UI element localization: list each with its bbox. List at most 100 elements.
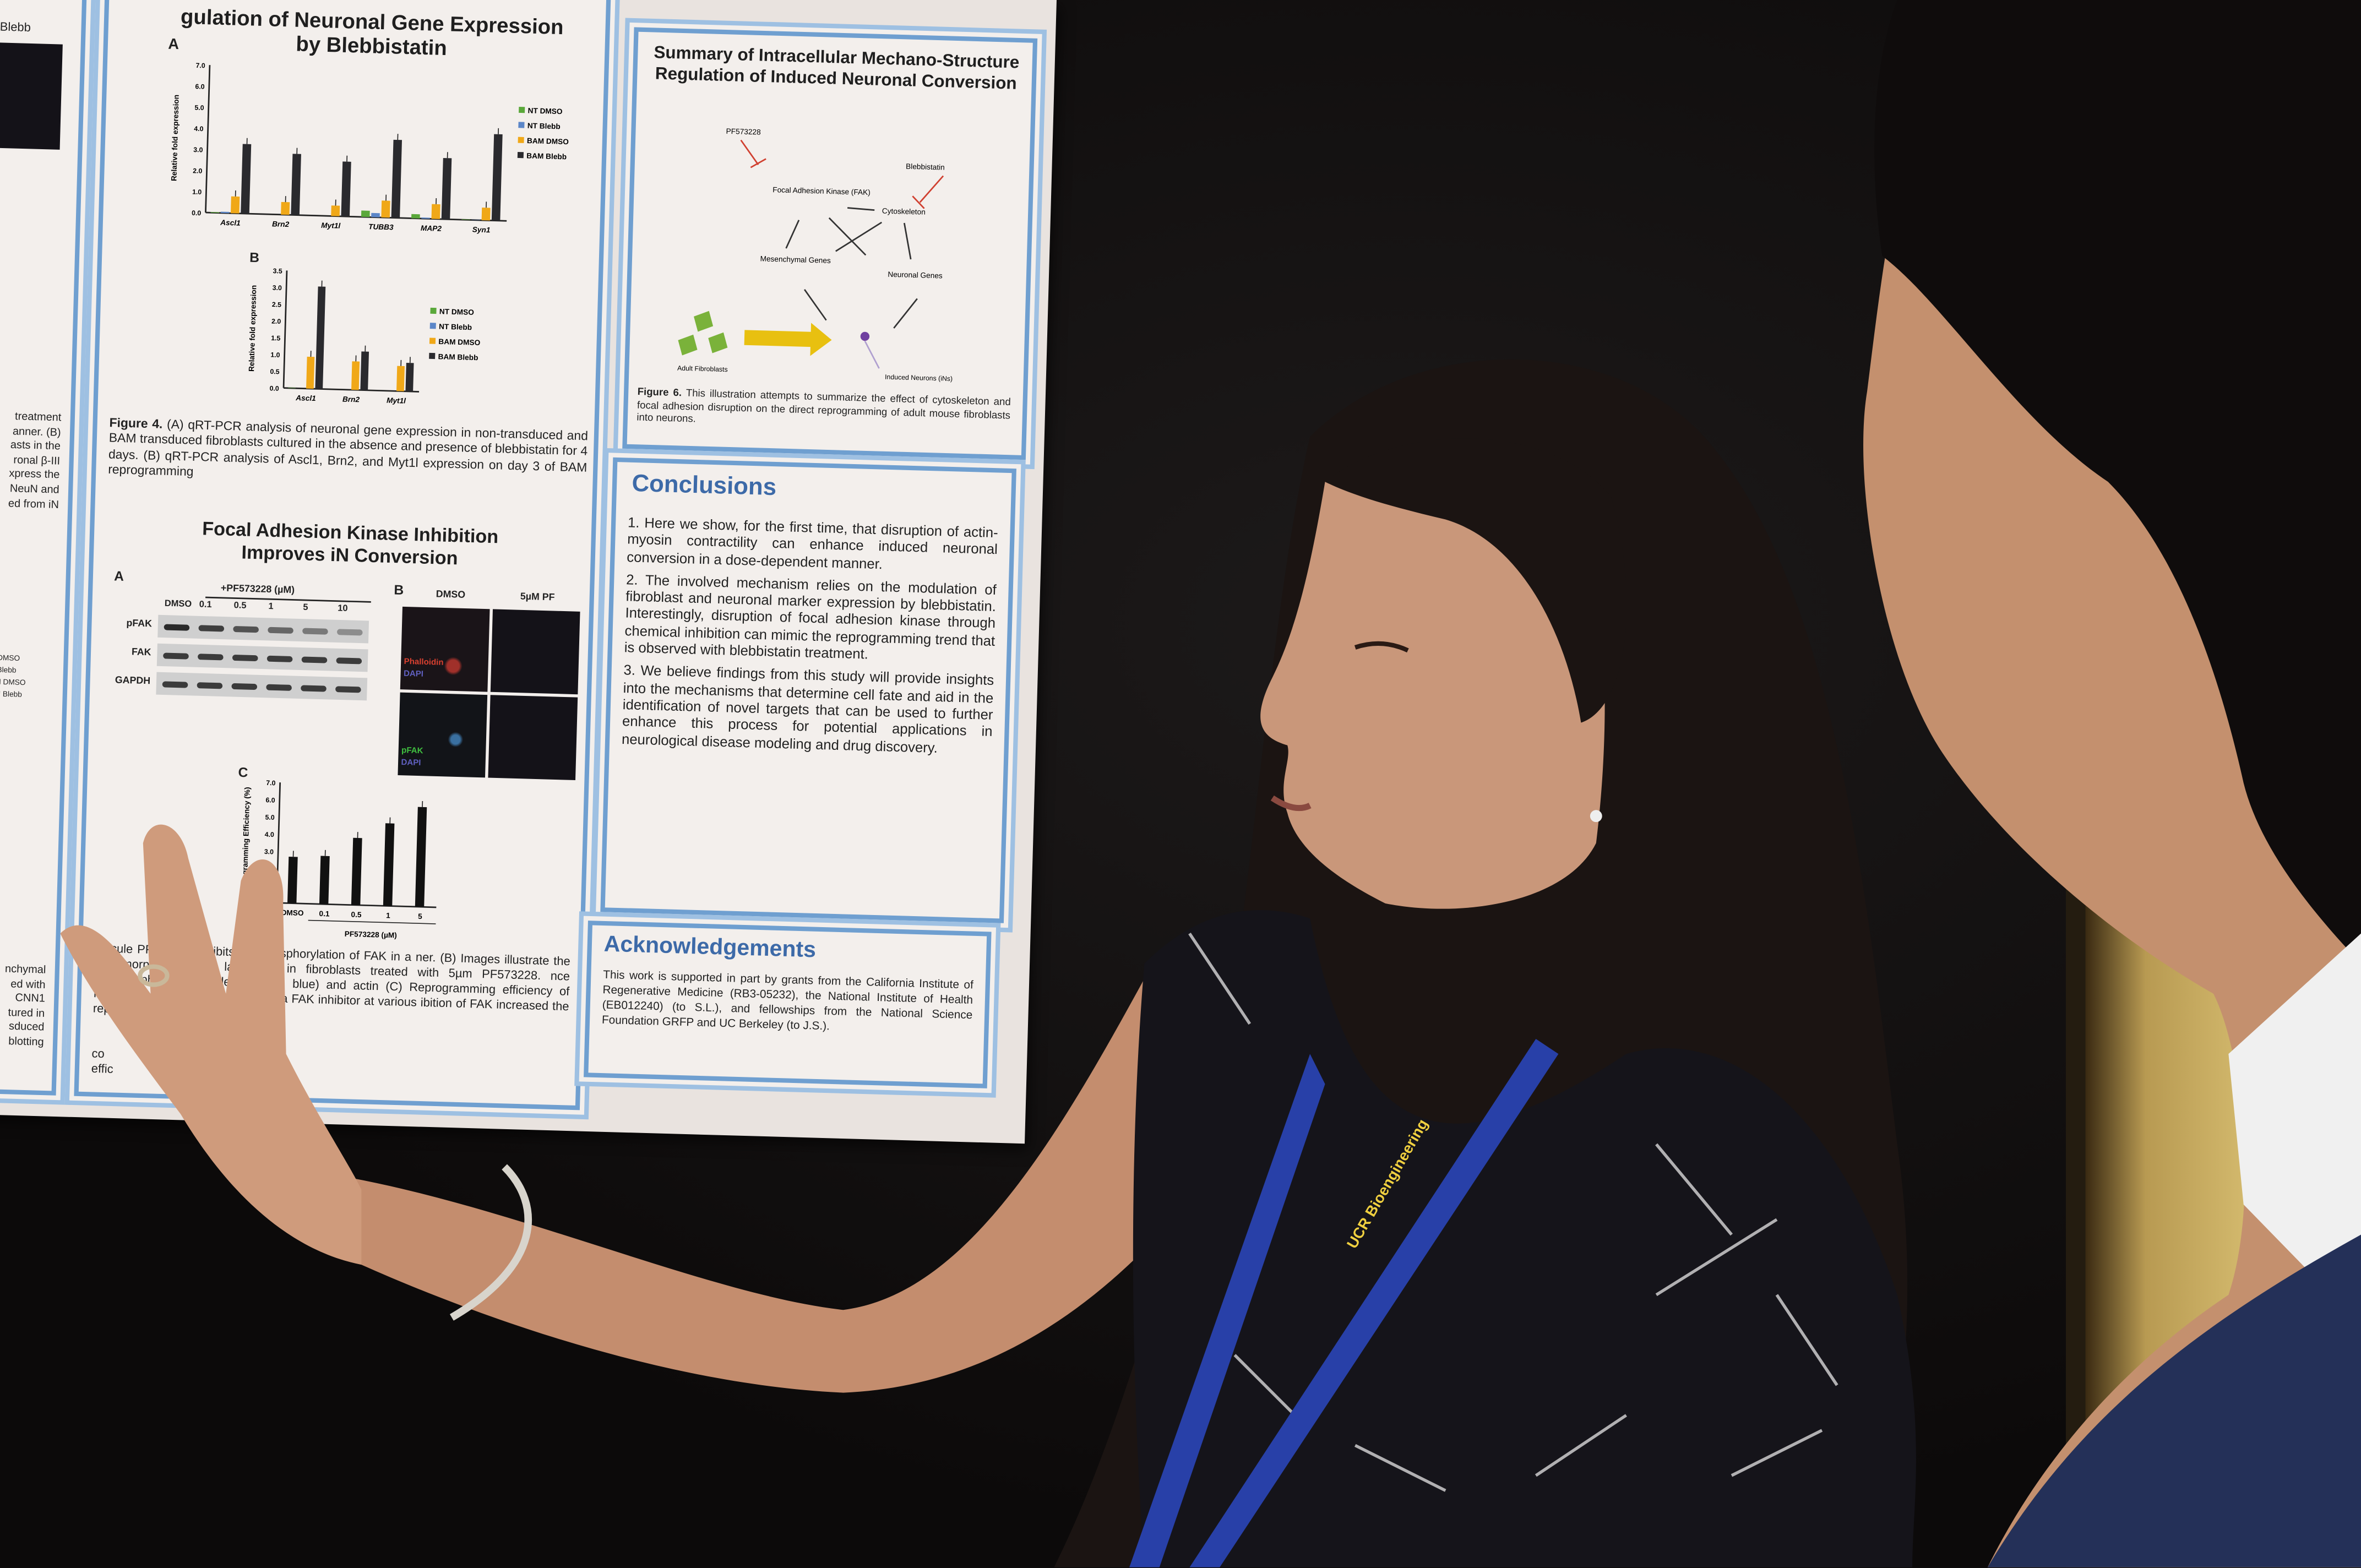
woman-dress xyxy=(1133,910,1916,1567)
legend-swatch xyxy=(429,337,436,344)
legend-label: BAM DMSO xyxy=(438,337,481,347)
diagram-node-fak: Focal Adhesion Kinase (FAK) xyxy=(773,186,871,197)
bar-MAP2-bam-blebb xyxy=(441,157,452,220)
bracelet xyxy=(449,1164,532,1321)
legend-swatch xyxy=(518,122,525,128)
conversion-arrow-icon xyxy=(744,323,832,356)
bar-Myt1l-bam-blebb xyxy=(341,161,351,217)
y-axis-label: Relative fold expression xyxy=(170,95,180,181)
y-tick-label: 0.0 xyxy=(192,209,202,217)
bar-DMSO-value xyxy=(287,857,298,903)
bar-Ascl1-nt-dmso xyxy=(210,212,220,213)
ring xyxy=(138,964,170,987)
bar-MAP2-nt-blebb xyxy=(421,217,430,219)
bar-Myt1l-bam-dmso xyxy=(331,205,340,216)
bar-Myt1l-bam-dmso xyxy=(396,366,405,391)
x-tick-label: MAP2 xyxy=(421,224,442,233)
bar-Brn2-bam-blebb xyxy=(360,351,369,390)
woman-hand xyxy=(60,824,362,1265)
y-tick-label: 3.5 xyxy=(273,267,282,275)
bar-Myt1l-bam-blebb xyxy=(405,362,414,392)
x-tick-label: Syn1 xyxy=(472,225,491,234)
y-tick-label: 5.0 xyxy=(265,813,275,821)
fibroblast-icon xyxy=(678,334,698,356)
man-jacket xyxy=(1987,1234,2361,1567)
legend-label: BAM Blebb xyxy=(438,352,478,362)
y-tick-label: 0.5 xyxy=(270,368,280,375)
diagram-inhibitor-blebbistatin: Blebbistatin xyxy=(906,162,945,172)
legend-swatch xyxy=(518,137,524,143)
y-tick-label: 5.0 xyxy=(194,104,204,111)
bar-Brn2-bam-dmso xyxy=(351,361,360,390)
summary-panel: Summary of Intracellular Mechano-Structu… xyxy=(622,27,1038,460)
bar-MAP2-nt-dmso xyxy=(411,214,420,219)
inhibition-arrow-fak xyxy=(740,139,759,165)
x-tick-label: Myt1l xyxy=(321,221,341,230)
legend-label: NT Blebb xyxy=(527,122,561,131)
x-tick-label: Brn2 xyxy=(272,220,290,228)
legend-swatch xyxy=(519,106,525,113)
diagram-arrows xyxy=(785,217,918,329)
bar-TUBB3-nt-blebb xyxy=(371,213,380,217)
fibroblast-icon xyxy=(694,311,714,332)
woman-face xyxy=(1260,464,1605,909)
y-axis xyxy=(205,65,211,213)
x-tick-label: Ascl1 xyxy=(295,394,316,402)
y-tick-label: 6.0 xyxy=(265,796,275,804)
woman-hair-front xyxy=(1325,438,1627,723)
x-tick-label: DMSO xyxy=(281,908,304,917)
mechanism-diagram: PF573228 Blebbistatin Focal Adhesion Kin… xyxy=(677,127,953,383)
legend-swatch xyxy=(429,352,436,360)
x-axis xyxy=(205,211,507,222)
label-induced-neurons: Induced Neurons (iNs) xyxy=(885,373,953,383)
x-tick-label: TUBB3 xyxy=(368,222,394,231)
bar-Syn1-bam-dmso xyxy=(481,208,491,221)
lanyard xyxy=(1129,1038,1559,1567)
bar-1-value xyxy=(383,823,395,906)
x-bracket xyxy=(308,919,436,924)
y-tick-label: 7.0 xyxy=(266,779,276,787)
bar-Ascl1-bam-dmso xyxy=(231,196,240,214)
chart-gene-expression-b: 0.0 0.5 1.0 1.5 2.0 2.5 3.0 3.5 Relative fold ex… xyxy=(247,267,481,405)
bidirectional-arrow xyxy=(847,207,875,211)
woman-eye xyxy=(1354,641,1409,653)
bar-Ascl1-nt-blebb xyxy=(220,211,230,214)
y-tick-label: 4.0 xyxy=(194,125,204,133)
bar-Syn1-bam-blebb xyxy=(491,134,503,221)
y-axis xyxy=(282,270,288,388)
legend-label: NT Blebb xyxy=(439,323,472,332)
neuron-axon xyxy=(864,340,880,369)
bar-TUBB3-nt-dmso xyxy=(361,210,370,217)
y-tick-label: 1.0 xyxy=(270,351,280,358)
bar-TUBB3-bam-blebb xyxy=(391,139,402,218)
x-tick-label: 5 xyxy=(418,912,422,921)
legend-label: BAM Blebb xyxy=(526,151,567,161)
x-tick-label: Ascl1 xyxy=(220,219,241,227)
earring xyxy=(1590,810,1602,823)
legend-swatch xyxy=(429,323,436,329)
y-tick-label: 7.0 xyxy=(195,62,205,69)
bar-Ascl1-bam-dmso xyxy=(306,356,315,389)
y-tick-label: 4.0 xyxy=(265,831,275,839)
bar-5-value xyxy=(415,807,427,907)
legend-label: NT DMSO xyxy=(439,307,475,317)
y-tick-label: 0.0 xyxy=(269,384,279,392)
bar-Ascl1-bam-blebb xyxy=(241,144,252,214)
fibroblast-icon xyxy=(708,332,728,353)
y-tick-label: 2.0 xyxy=(193,167,203,175)
x-tick-label: 1 xyxy=(386,911,390,919)
label-adult-fibroblasts: Adult Fibroblasts xyxy=(677,364,728,374)
bar-Syn1-nt-dmso xyxy=(461,219,470,220)
inhibition-arrow-cytoskeleton xyxy=(919,175,944,203)
diagram-inhibitor-pf573228: PF573228 xyxy=(726,127,760,137)
y-tick-label: 2.0 xyxy=(271,318,281,325)
chart-gene-expression-a: 0.0 1.0 2.0 3.0 4.0 5.0 6.0 7.0 Relative fold ex… xyxy=(170,62,569,234)
x-tick-label: 0.5 xyxy=(351,911,362,919)
x-tick-label: Myt1l xyxy=(387,396,407,405)
y-tick-label: 6.0 xyxy=(195,83,205,90)
bar-0.1-value xyxy=(319,856,330,905)
y-tick-label: 1.5 xyxy=(271,334,281,342)
y-tick-label: 3.0 xyxy=(273,284,282,292)
diagram-node-cytoskeleton: Cytoskeleton xyxy=(882,207,926,216)
